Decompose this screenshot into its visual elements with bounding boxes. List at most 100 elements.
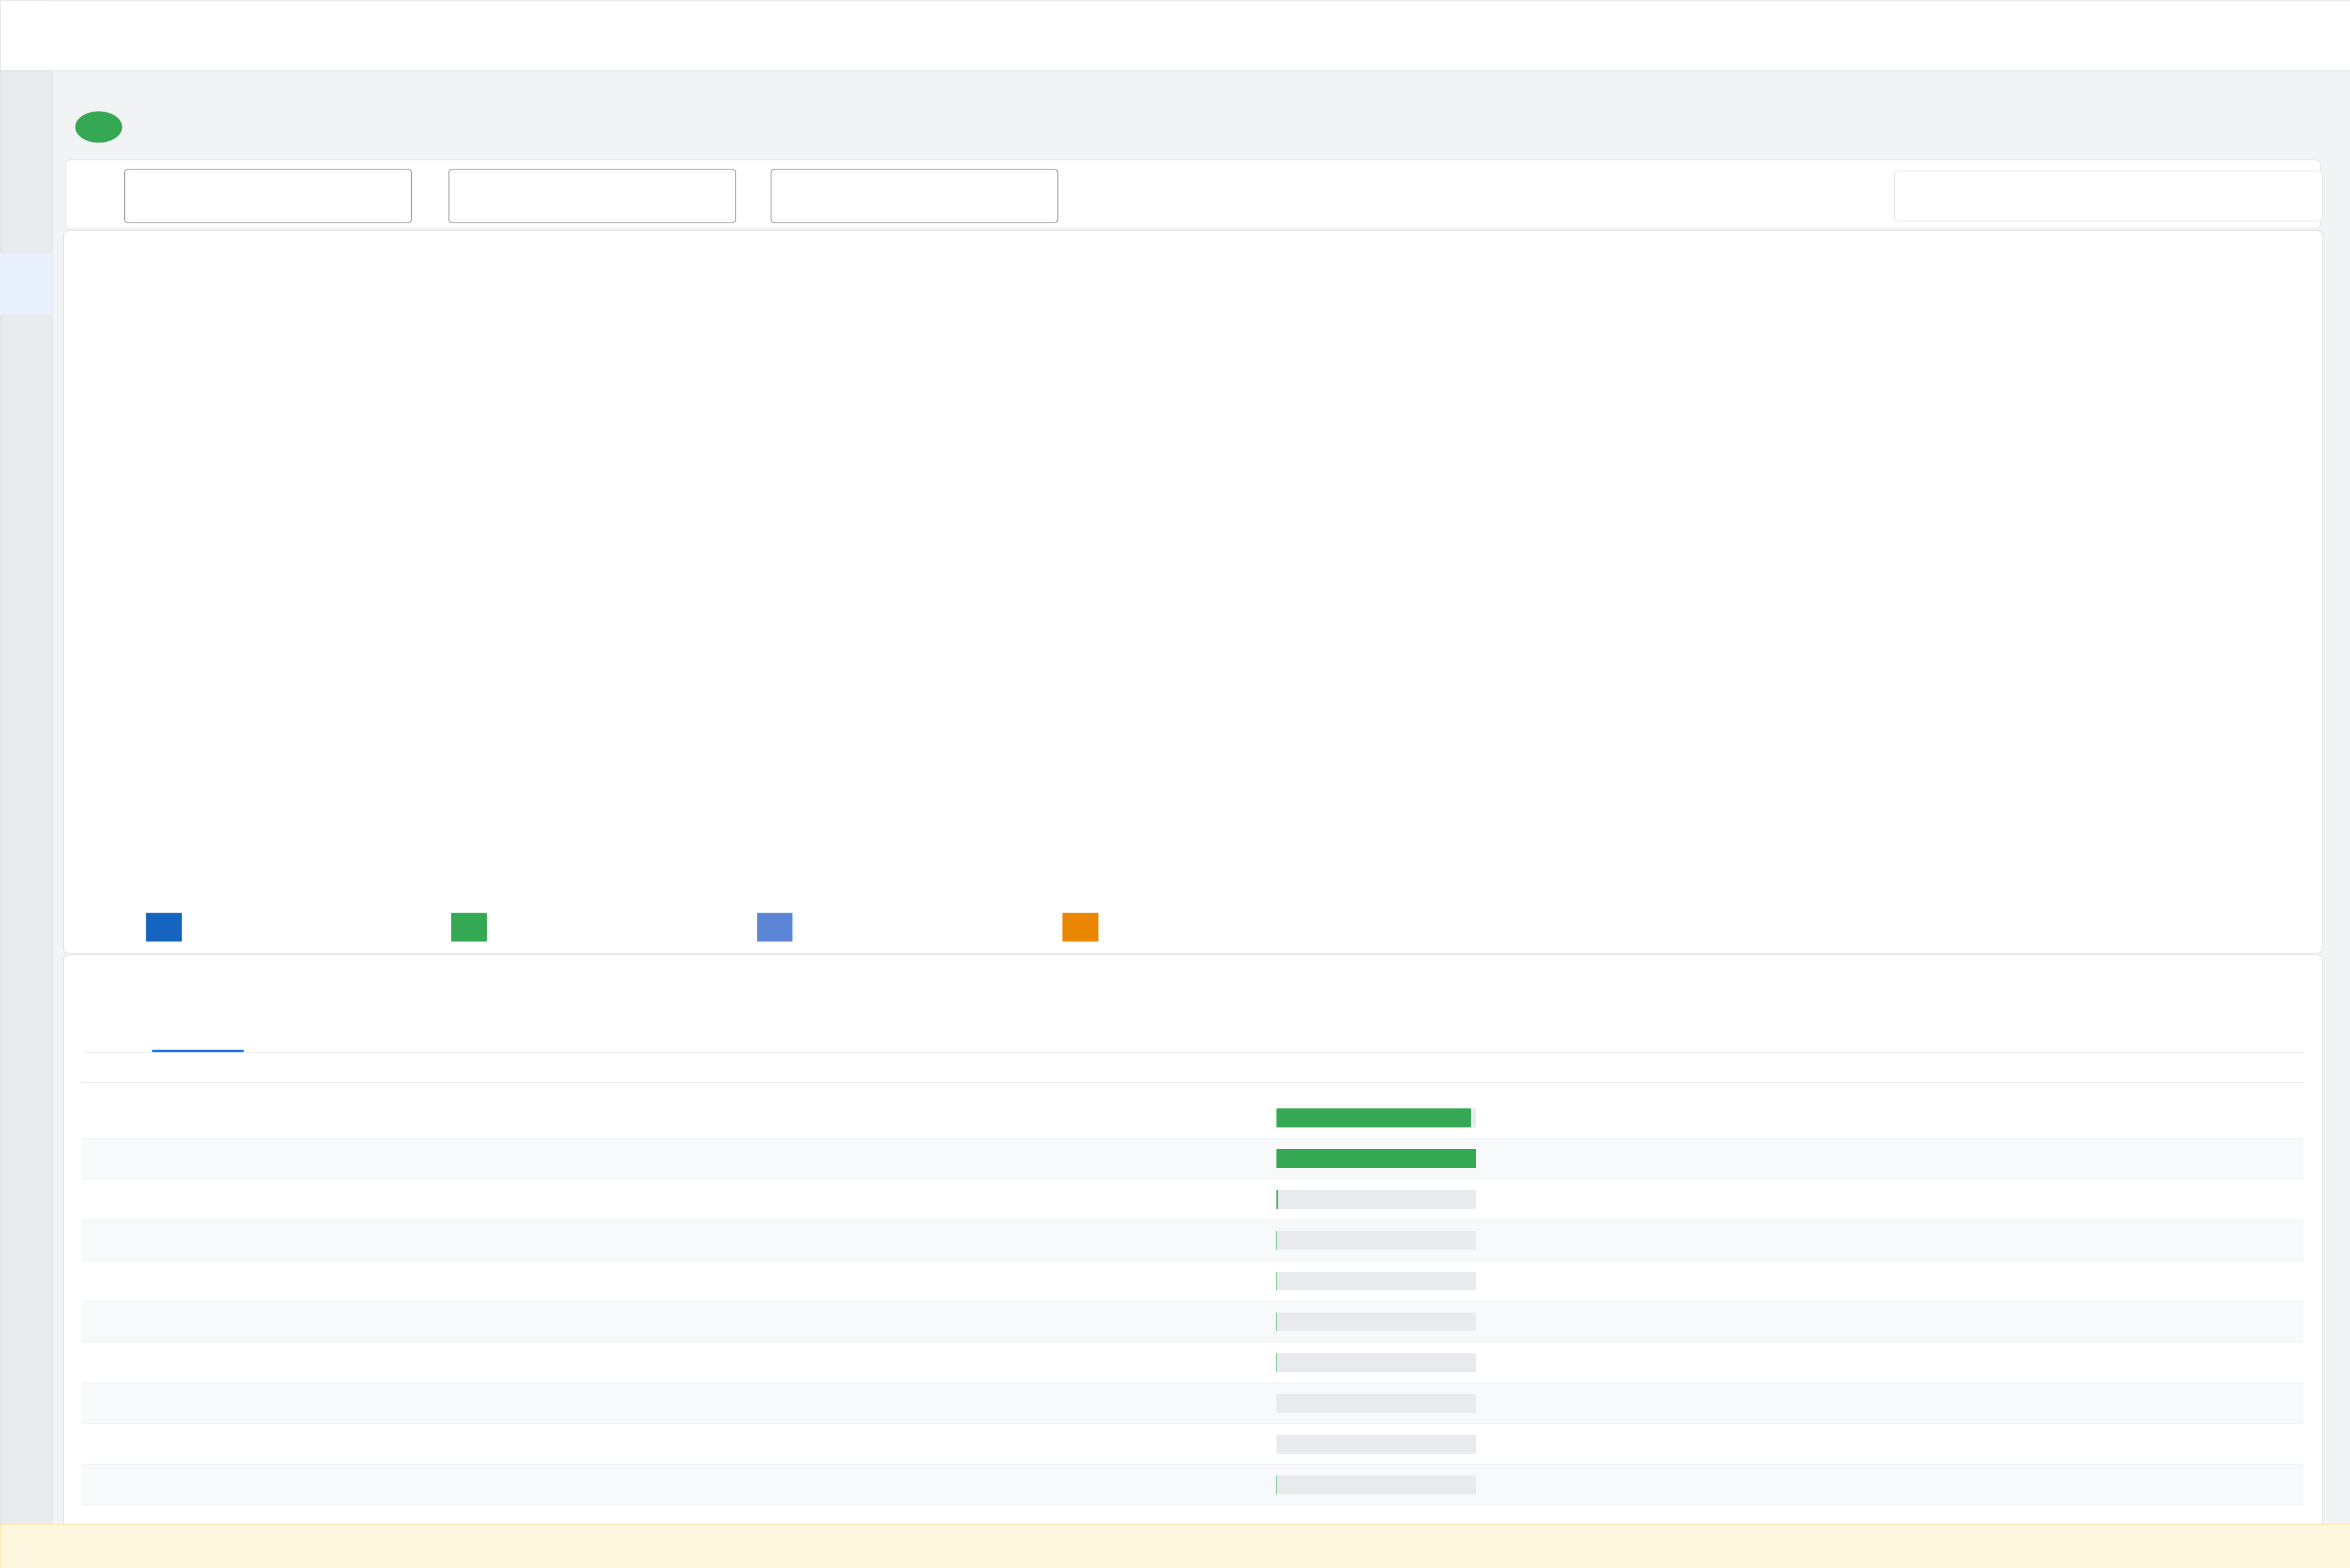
Text: 3: 3 [757, 180, 761, 190]
Text: 1: 1 [108, 180, 113, 190]
Text: 8,430,358: 8,430,358 [2059, 1115, 2092, 1121]
Text: CPU capacity: (4.000): CPU capacity: (4.000) [190, 924, 270, 930]
Text: 1: 1 [2251, 1400, 2256, 1406]
Text: ⊞: ⊞ [24, 536, 28, 546]
Text: ▣: ▣ [21, 176, 31, 185]
Text: Filter queries: Filter queries [200, 1065, 251, 1074]
Text: SELECT (?) AS `a` FROM `demo_driver` WHERE (`demo_driver`.`for_eats` = ?: SELECT (?) AS `a` FROM `demo_driver` WHE… [101, 1400, 355, 1406]
Text: 1,479: 1,479 [1885, 1278, 1904, 1284]
Text: Avg rows scanned: Avg rows scanned [1998, 1091, 2056, 1098]
Text: 8,431,209: 8,431,209 [2059, 1156, 2092, 1162]
Text: ✓: ✓ [465, 924, 472, 930]
Text: 1,517: 1,517 [1885, 1441, 1904, 1447]
Text: 1,466: 1,466 [1885, 1237, 1904, 1243]
Text: workload: workload [1109, 1482, 1137, 1488]
Text: 6: 6 [103, 924, 108, 933]
Text: Database: Database [136, 155, 169, 162]
Text: Database: Database [1109, 1091, 1140, 1098]
Text: All: All [472, 191, 482, 201]
Text: 1: 1 [2310, 1278, 2315, 1284]
Text: 5: 5 [103, 254, 108, 263]
Text: 998.32: 998.32 [1765, 1278, 1786, 1284]
Text: All: All [148, 191, 157, 201]
Text: Database load - all queries: Database load - all queries [148, 254, 298, 263]
Text: ✓  1 hour: ✓ 1 hour [1911, 191, 1950, 201]
Text: UPDATE `demo_customer` SET `balance` = (`demo_customer`.`balance` - ?) W: UPDATE `demo_customer` SET `balance` = (… [101, 1115, 355, 1121]
Text: workload: workload [1109, 1237, 1137, 1243]
Text: ▾: ▾ [2301, 191, 2305, 201]
Text: 1,765.95: 1,765.95 [1758, 1359, 1786, 1366]
Text: 458,487.96: 458,487.96 [1751, 1115, 1786, 1121]
Text: SELECT `demo_order`.`order_id`, `demo_order`.`created`, `demo_order`.`up: SELECT `demo_order`.`order_id`, `demo_or… [101, 1359, 355, 1366]
Text: ⚙: ⚙ [21, 285, 31, 295]
Text: Times called: Times called [1821, 1091, 1861, 1098]
Text: 0: 0 [2251, 1156, 2256, 1162]
Text: User: User [461, 155, 477, 162]
Text: 0: 0 [2251, 1319, 2256, 1325]
Text: 6 hours: 6 hours [2000, 191, 2028, 201]
Text: SELECT (?) AS `a` FROM `demo_driver` WHERE (`demo_driver`.`for_trip` = ?: SELECT (?) AS `a` FROM `demo_driver` WHE… [101, 1441, 355, 1447]
Text: 772.29: 772.29 [1763, 1400, 1786, 1406]
Text: SELECT `demo_order`.`order_id`, `demo_order`.`created`, `demo_order`.`up: SELECT `demo_order`.`order_id`, `demo_or… [101, 1319, 355, 1325]
Text: mysql-instance-demo-instance: mysql-instance-demo-instance [136, 121, 341, 133]
Text: 1: 1 [2251, 1196, 2256, 1203]
Text: 675: 675 [1892, 1359, 1904, 1366]
Text: workload: workload [1109, 1319, 1137, 1325]
Text: UPDATE `demo_customer` SET `balance` = (`demo_customer`.`balance` + ?) W: UPDATE `demo_customer` SET `balance` = (… [101, 1156, 355, 1162]
Text: ▾: ▾ [385, 191, 390, 201]
Text: 288,617: 288,617 [2066, 1278, 2092, 1284]
Text: 862,933: 862,933 [2066, 1482, 2092, 1488]
Text: IO Wait: IO Wait [801, 924, 827, 930]
Text: Query insights: Query insights [89, 30, 188, 42]
Text: workload: workload [1109, 1196, 1137, 1203]
Text: 10  ▾: 10 ▾ [1981, 1490, 1998, 1496]
Text: SELECT SUM(`demo_order`.`price`) AS `price__sum` FROM `demo_order` WHERE: SELECT SUM(`demo_order`.`price`) AS `pri… [101, 1482, 355, 1488]
Text: 7 days: 7 days [2096, 191, 2122, 201]
Text: Custom: Custom [2143, 191, 2174, 201]
Text: Avg rows returned: Avg rows returned [2186, 1091, 2244, 1098]
Text: SELECT `demo_driver`.`id`, `demo_driver`.`driver_id`, `demo_driver`.`nam: SELECT `demo_driver`.`id`, `demo_driver`… [101, 1237, 355, 1243]
Text: ?: ? [2296, 1065, 2301, 1074]
Text: Lock Wait: Lock Wait [1107, 924, 1142, 930]
Text: QUERIES: QUERIES [153, 1035, 190, 1044]
Text: ⇄: ⇄ [24, 599, 28, 608]
Text: A measure of the work (in CPU-seconds) that all executed queries in your selecte: A measure of the work (in CPU-seconds) t… [101, 284, 510, 290]
Text: >: > [2235, 1488, 2244, 1497]
Text: An overview of the queries and tags that cause the most database load within the: An overview of the queries and tags that… [101, 1005, 719, 1011]
Text: 675: 675 [1892, 1319, 1904, 1325]
Text: workload: workload [1109, 1359, 1137, 1366]
Text: workload: workload [1109, 1115, 1137, 1121]
Text: workload: workload [1109, 1278, 1137, 1284]
Text: ◆: ◆ [21, 30, 31, 42]
Text: SELECT `demo_driver`.`id`, `demo_driver`.`name`, `demo_driver`.`address`: SELECT `demo_driver`.`id`, `demo_driver`… [101, 1278, 355, 1284]
Text: 0: 0 [2310, 1115, 2315, 1121]
Text: 2: 2 [432, 180, 437, 190]
Text: ›: › [24, 1491, 28, 1504]
Text: ✓: ✓ [160, 924, 167, 930]
Text: ⊕: ⊕ [24, 348, 28, 358]
Text: 12: 12 [1896, 1156, 1904, 1162]
Text: 1,013.16: 1,013.16 [1758, 1237, 1786, 1243]
Text: ▾: ▾ [710, 191, 714, 201]
Text: 1: 1 [2251, 1441, 2256, 1447]
Text: <: < [2190, 1488, 2200, 1497]
Text: 110: 110 [1892, 1115, 1904, 1121]
Text: SELECT COUNT(*) AS `__count` FROM `demo_customer`: SELECT COUNT(*) AS `__count` FROM `demo_… [101, 1196, 275, 1203]
Text: Show debug panel: Show debug panel [1974, 1543, 2047, 1552]
Text: 1,513: 1,513 [1885, 1400, 1904, 1406]
Text: 0: 0 [2251, 1115, 2256, 1121]
Text: workload: workload [1109, 1400, 1137, 1406]
Text: 1: 1 [2310, 1237, 2315, 1243]
Text: Client address: Client address [783, 155, 832, 162]
Text: 862,933: 862,933 [2066, 1359, 2092, 1366]
Text: 1: 1 [2251, 1482, 2256, 1488]
Text: 288,609: 288,609 [2066, 1237, 2092, 1243]
Text: 1: 1 [2310, 1441, 2315, 1447]
Text: Rows per page:: Rows per page: [1828, 1490, 1880, 1496]
Text: ☰: ☰ [21, 411, 31, 420]
Text: ✓: ✓ [1076, 924, 1083, 930]
Text: Performance issues detected!: Performance issues detected! [987, 1543, 1119, 1552]
Text: 0: 0 [2310, 1319, 2315, 1325]
Text: All: All [794, 191, 804, 201]
Text: DB version: MySQL 8.0.26    vCPUs: 4    Memory: 26 GB    SSD storage: 320 GB    : DB version: MySQL 8.0.26 vCPUs: 4 Memory… [136, 151, 522, 157]
